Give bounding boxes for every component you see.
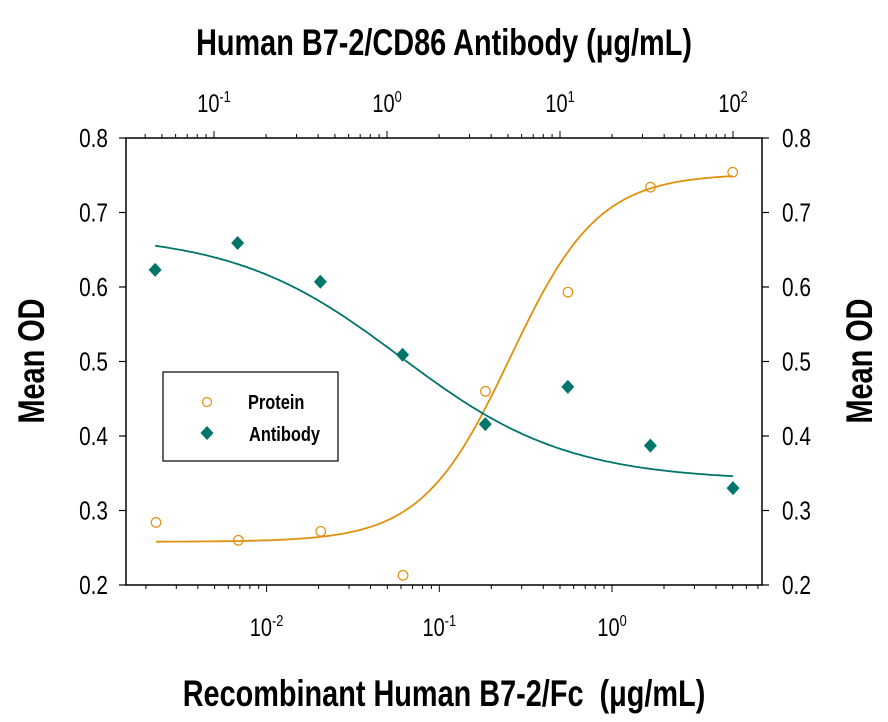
y-tick-label-right-group: 0.8 [782,124,811,153]
x-top-tick-label-group: 101 [545,89,574,118]
x-bottom-tick-label-exponent: -1 [445,613,456,631]
plot-frame [125,137,763,586]
x-top-tick-label-group: 10-1 [197,89,231,118]
protein-point [315,525,327,537]
x-top-tick-label: 101 [545,89,574,118]
legend: Protein Antibody [162,371,339,462]
protein-fit-curve [156,175,733,543]
y-tick-label-left-group: 0.8 [79,124,108,153]
y-tick-label-left: 0.3 [79,496,108,525]
antibody-point [726,481,740,496]
legend-antibody-label: Antibody [249,422,321,445]
y-axis-label-right: Mean OD [840,298,881,423]
y-tick-label-right: 0.7 [782,198,811,227]
y-tick-label-left: 0.4 [79,422,108,451]
protein-point [645,181,656,193]
legend-protein-marker [201,396,213,408]
x-top-tick-label: 10-1 [197,89,231,118]
antibody-point [478,417,492,432]
y-tick-label-right-group: 0.5 [782,347,811,376]
x-top-tick-label-group: 102 [718,89,747,118]
y-tick-label-right-group: 0.4 [782,422,811,451]
y-tick-label-right: 0.8 [782,124,811,153]
protein-point [150,517,162,528]
x-bottom-tick-label-exponent: 0 [620,613,627,631]
antibody-point [396,347,410,362]
y-tick-label-left-group: 0.7 [79,198,108,227]
y-tick-label-left-group: 0.4 [79,422,108,451]
antibody-point [561,379,575,394]
y-tick-label-left: 0.6 [79,273,108,302]
chart-title: Human B7-2/CD86 Antibody (μg/mL) [196,23,692,64]
axes: 0.2 0.2 0.3 0.3 0.4 0.4 0.5 0.5 0.6 0.6 0.7 0.7 0.8 0… [79,89,811,642]
protein-point [397,569,409,581]
protein-point [480,385,491,397]
y-tick-label-right: 0.5 [782,347,811,376]
y-tick-label-right-group: 0.3 [782,496,811,525]
y-axis-label-left: Mean OD [12,298,53,423]
x-bottom-tick-label-group: 10-2 [250,613,284,642]
y-tick-label-left-group: 0.6 [79,273,108,302]
antibody-point [148,262,162,277]
y-tick-label-right-group: 0.6 [782,273,811,302]
antibody-point [643,438,657,453]
x-bottom-tick-label-exponent: -2 [272,613,283,631]
antibody-point [313,274,327,289]
y-tick-label-left: 0.5 [79,347,108,376]
protein-point [727,166,739,178]
y-tick-label-right: 0.4 [782,422,811,451]
x-top-tick-label: 100 [372,89,401,118]
x-bottom-tick-label-base: 10 [250,614,272,642]
y-tick-label-left: 0.8 [79,124,108,153]
x-top-tick-label-exponent: -1 [219,89,230,107]
x-axis-label: Recombinant Human B7-2/Fc (μg/mL) [183,674,706,715]
x-top-tick-label-base: 10 [372,90,394,118]
x-bottom-tick-label-base: 10 [597,614,619,642]
y-tick-label-left: 0.2 [79,571,108,600]
y-tick-label-left: 0.7 [79,198,108,227]
legend-antibody-marker [200,426,214,440]
y-tick-label-right-group: 0.7 [782,198,811,227]
protein-point [562,286,574,298]
y-tick-label-right-group: 0.2 [782,571,811,600]
antibody-fit-curve [155,244,734,478]
x-top-tick-label-base: 10 [197,90,219,118]
x-bottom-tick-label: 10-2 [250,613,284,642]
y-tick-label-left-group: 0.2 [79,571,108,600]
data-points [148,166,740,581]
x-bottom-tick-label: 100 [597,613,626,642]
y-tick-label-left-group: 0.5 [79,347,108,376]
x-top-tick-label-exponent: 0 [395,89,402,107]
y-tick-label-right: 0.6 [782,273,811,302]
legend-box [162,371,339,462]
x-top-tick-label-base: 10 [718,90,740,118]
x-bottom-tick-label: 10-1 [422,613,456,642]
x-bottom-tick-label-base: 10 [422,614,444,642]
fit-curves [155,175,734,543]
y-tick-label-left-group: 0.3 [79,496,108,525]
y-tick-label-right: 0.3 [782,496,811,525]
x-top-tick-label-exponent: 1 [568,89,575,107]
x-bottom-tick-label-group: 100 [597,613,626,642]
x-top-tick-label-exponent: 2 [741,89,748,107]
antibody-point [231,236,245,251]
legend-protein-label: Protein [248,390,304,413]
y-tick-label-right: 0.2 [782,571,811,600]
x-top-tick-label-group: 100 [372,89,401,118]
x-top-tick-label: 102 [718,89,747,118]
x-bottom-tick-label-group: 10-1 [422,613,456,642]
x-top-tick-label-base: 10 [545,90,567,118]
protein-point [232,534,244,546]
